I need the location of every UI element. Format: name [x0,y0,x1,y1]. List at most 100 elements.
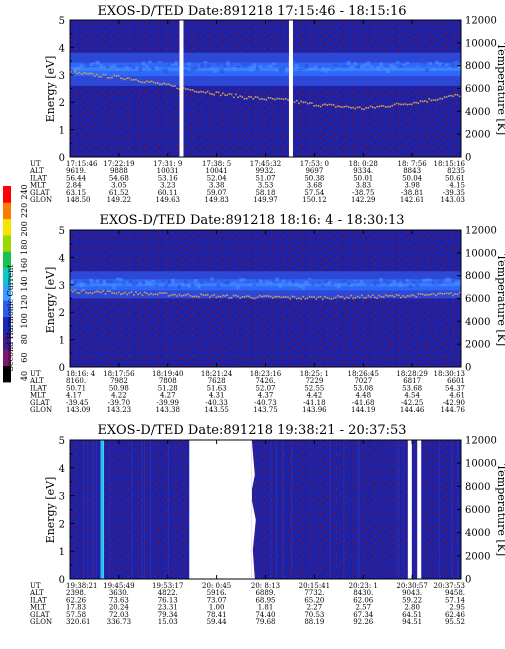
y2-tick-label: 0 [465,153,471,164]
energy-band-texture [255,67,260,72]
energy-band-texture [425,68,429,72]
energy-band-texture [89,63,94,67]
orbit-value: -39.99 [157,399,179,407]
temperature-trace-point [226,94,228,96]
energy-band-texture [187,62,191,66]
temperature-trace-point [371,294,374,296]
temperature-trace-point [419,100,422,102]
orbit-value: 78.41 [207,611,227,619]
energy-band-texture [76,277,81,279]
energy-band-texture [174,277,178,280]
energy-band-texture [444,277,449,283]
temperature-trace-point [398,103,400,105]
energy-band-texture [298,284,302,288]
temperature-trace-point [395,102,398,105]
energy-band-texture [138,282,142,285]
temperature-trace-point [419,293,422,295]
temperature-trace-point [413,294,415,297]
temperature-trace-point [265,295,268,297]
y2-tick-label: 2000 [465,551,490,562]
orbit-value: 59.44 [207,618,228,626]
energy-band-texture [161,68,165,72]
temperature-trace-point [230,93,233,96]
temperature-trace-point [124,291,126,294]
orbit-value: 7628 [208,377,226,385]
panel-2-heatmap [70,230,462,367]
energy-band-texture [415,283,419,287]
temperature-trace-point [367,294,370,297]
temperature-trace-point [443,96,446,99]
temperature-trace-point [182,294,185,297]
temperature-trace-point [341,106,344,108]
temperature-trace-point [406,103,409,106]
temperature-trace-point [304,101,307,103]
temperature-trace-point [434,99,437,102]
temperature-trace-point [393,295,396,298]
temperature-trace-point [374,296,376,299]
energy-band-texture [320,284,325,288]
panel-3-y2label: Temperature [K] [495,464,505,556]
energy-band-texture [451,63,455,68]
orbit-value: 79.34 [158,611,179,619]
temperature-trace-point [245,97,248,100]
energy-band-texture [232,67,237,71]
y-tick-label: 0 [59,575,65,586]
energy-band-texture [131,66,136,70]
energy-band-texture [258,279,263,284]
energy-band-texture [206,279,211,283]
panel-3-axes: 0 1 2 3 4 5 0 2000 4000 6000 8000 10000 12000 [59,436,497,587]
energy-band-texture [317,65,322,69]
streak [150,440,152,579]
orbit-value: -39.70 [108,399,130,407]
temperature-trace-point [98,290,100,293]
energy-band-texture [350,65,354,70]
temperature-trace-point [141,81,144,84]
panel-2-title: EXOS-D/TED Date:891218 18:16: 4 - 18:30:… [100,213,405,228]
energy-band-texture [125,281,129,283]
temperature-trace-point [319,105,322,108]
temperature-trace-point [417,102,420,104]
orbit-row-label: UT [30,582,41,590]
temperature-trace-point [219,295,222,298]
temperature-trace-point [154,293,157,295]
temperature-trace-point [276,97,278,100]
energy-band-texture [441,63,446,66]
y2-tick-label: 6000 [465,294,490,305]
energy-band-texture [265,280,270,284]
temperature-trace-point [150,80,152,83]
colorbar-cell [3,316,11,334]
orbit-value: 92.26 [353,618,374,626]
energy-band-texture [343,65,348,67]
orbit-value: -40.33 [205,399,227,407]
temperature-trace-point [441,293,444,295]
temperature-trace-point [365,107,368,109]
energy-band-texture [219,68,224,73]
orbit-value: 61.52 [109,189,129,197]
energy-band-texture [330,283,335,286]
orbit-value: 143.55 [204,406,229,414]
heatmap-noise-sparse [70,440,461,579]
orbit-value: 51.28 [158,384,178,392]
orbit-value: 17.83 [66,604,86,612]
energy-band-texture [154,66,159,69]
colorbar-cells [3,186,11,383]
orbit-value: 4.54 [404,392,420,400]
temperature-trace-point [458,95,461,98]
energy-band-texture [281,279,286,283]
energy-band-texture [242,63,247,68]
temperature-trace-point [369,296,372,298]
temperature-trace-point [74,289,76,291]
orbit-value: 7732. [304,589,324,597]
temperature-trace-point [272,97,274,100]
temperature-trace-point [228,297,231,299]
orbit-value: 8235 [447,167,465,175]
energy-band-texture [203,61,208,63]
temperature-trace-point [417,293,420,295]
energy-band-texture [418,280,423,283]
energy-band-texture [118,277,123,282]
orbit-value: 62.26 [66,596,87,604]
temperature-trace-point [154,82,157,84]
orbit-value: 143.09 [66,406,91,414]
temperature-trace-point [382,296,385,298]
orbit-value: 18:21:24 [201,370,233,378]
